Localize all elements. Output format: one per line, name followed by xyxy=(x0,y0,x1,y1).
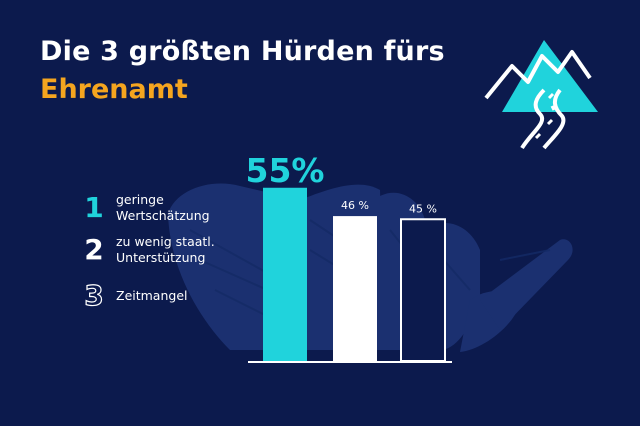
legend-item-2: 2 zu wenig staatl. Unterstützung xyxy=(82,234,215,266)
bar-1 xyxy=(263,187,307,361)
legend-number-3: 3 xyxy=(84,279,105,312)
bar-label-2: 46 % xyxy=(341,199,369,212)
legend-number-1: 1 xyxy=(84,191,104,224)
legend-number-2: 2 xyxy=(84,233,104,266)
legend-label-3: Zeitmangel xyxy=(116,288,188,303)
bar-2 xyxy=(333,216,377,361)
bar-3 xyxy=(400,218,446,362)
bar-label-3: 45 % xyxy=(409,202,437,215)
legend-item-3: 3 Zeitmangel xyxy=(82,279,188,312)
legend-label-1: geringe Wertschätzung xyxy=(116,192,210,223)
legend-item-1: 1 geringe Wertschätzung xyxy=(82,191,210,224)
chart-title-highlight: Ehrenamt xyxy=(40,74,188,105)
mountain-road-icon xyxy=(484,40,598,150)
chart-title: Die 3 größten Hürden fürs xyxy=(40,36,445,67)
legend-label-2: zu wenig staatl. Unterstützung xyxy=(116,234,215,265)
bar-label-1: 55% xyxy=(246,151,325,190)
